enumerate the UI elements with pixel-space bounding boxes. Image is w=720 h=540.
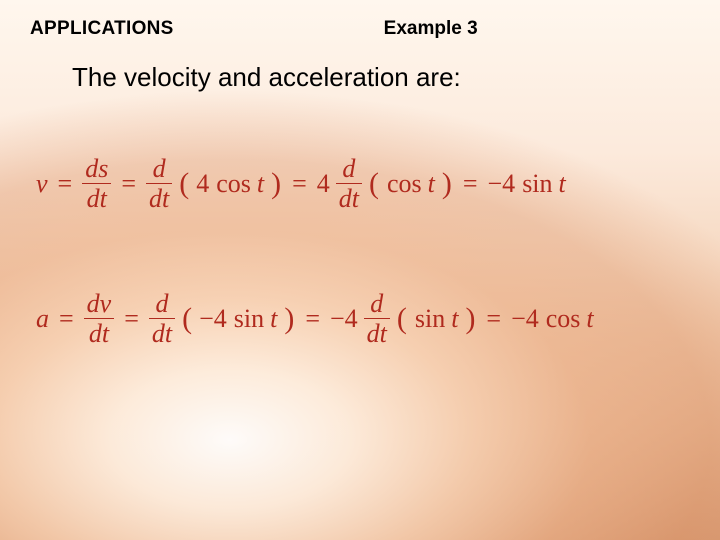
equals-sign: = <box>288 169 311 199</box>
numerator: d <box>150 155 169 182</box>
paren-open: ( <box>181 302 193 336</box>
fn-sin: sin <box>414 304 445 334</box>
fraction-d-dt: d dt <box>364 290 390 348</box>
equals-sign: = <box>301 304 324 334</box>
numerator: dv <box>84 290 115 317</box>
coefficient: 4 <box>317 169 330 199</box>
equals-sign: = <box>120 304 143 334</box>
fraction-ds-dt: ds dt <box>82 155 111 213</box>
header-title: APPLICATIONS <box>30 18 174 40</box>
fraction-dv-dt: dv dt <box>84 290 115 348</box>
fn-cos: cos <box>386 169 422 199</box>
equals-sign: = <box>482 304 505 334</box>
slide: APPLICATIONS Example 3 The velocity and … <box>0 0 720 540</box>
equation-velocity: v = ds dt = d dt ( 4 cos t ) = 4 d <box>36 155 566 213</box>
denominator: dt <box>86 320 112 347</box>
coefficient: −4 <box>488 169 516 199</box>
paren-open: ( <box>368 167 380 201</box>
coefficient: −4 <box>330 304 358 334</box>
var-t: t <box>257 169 264 199</box>
equation-row: v = ds dt = d dt ( 4 cos t ) = 4 d <box>36 155 566 213</box>
numerator: d <box>367 290 386 317</box>
var-t: t <box>428 169 435 199</box>
var-t: t <box>586 304 593 334</box>
numerator: ds <box>82 155 111 182</box>
var-t: t <box>451 304 458 334</box>
denominator: dt <box>149 320 175 347</box>
paren-close: ) <box>283 302 295 336</box>
paren-open: ( <box>178 167 190 201</box>
body-text: The velocity and acceleration are: <box>72 62 461 93</box>
denominator: dt <box>84 185 110 212</box>
fraction-d-dt: d dt <box>149 290 175 348</box>
denominator: dt <box>336 185 362 212</box>
var-a: a <box>36 304 49 334</box>
coefficient: −4 <box>199 304 227 334</box>
equals-sign: = <box>459 169 482 199</box>
slide-header: APPLICATIONS Example 3 <box>30 18 620 40</box>
var-t: t <box>270 304 277 334</box>
equals-sign: = <box>54 169 77 199</box>
paren-close: ) <box>441 167 453 201</box>
denominator: dt <box>364 320 390 347</box>
fn-cos: cos <box>545 304 581 334</box>
equals-sign: = <box>117 169 140 199</box>
denominator: dt <box>146 185 172 212</box>
var-t: t <box>559 169 566 199</box>
equation-acceleration: a = dv dt = d dt ( −4 sin t ) = −4 d <box>36 290 594 348</box>
equals-sign: = <box>55 304 78 334</box>
fn-sin: sin <box>233 304 264 334</box>
fraction-d-dt: d dt <box>336 155 362 213</box>
paren-close: ) <box>464 302 476 336</box>
coefficient: 4 <box>196 169 209 199</box>
equation-row: a = dv dt = d dt ( −4 sin t ) = −4 d <box>36 290 594 348</box>
fn-cos: cos <box>215 169 251 199</box>
paren-close: ) <box>270 167 282 201</box>
numerator: d <box>153 290 172 317</box>
header-subtitle: Example 3 <box>384 18 478 40</box>
paren-open: ( <box>396 302 408 336</box>
coefficient: −4 <box>511 304 539 334</box>
fraction-d-dt: d dt <box>146 155 172 213</box>
numerator: d <box>339 155 358 182</box>
var-v: v <box>36 169 48 199</box>
fn-sin: sin <box>521 169 552 199</box>
